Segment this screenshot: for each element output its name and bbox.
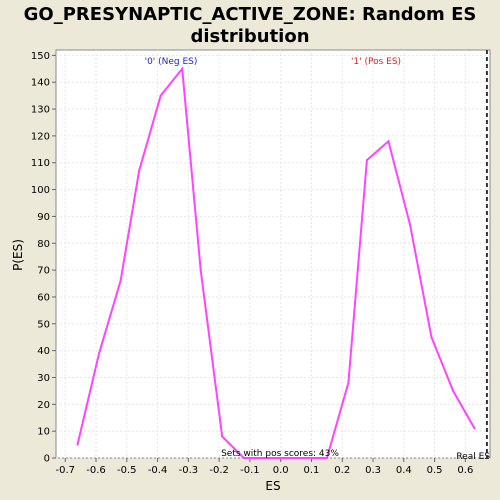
y-tick-label: 30	[37, 373, 50, 384]
x-tick-label: -0.3	[179, 465, 199, 476]
es-data-point	[181, 67, 184, 70]
x-tick-label: 0.0	[273, 465, 289, 476]
es-data-point	[76, 443, 79, 446]
x-axis-ticks: -0.7 -0.6 -0.5 -0.4 -0.3 -0.2 -0.1 0.0 0.1 0.2 0.3…	[55, 458, 473, 476]
x-tick-label: 0.2	[334, 465, 350, 476]
y-tick-label: 70	[37, 266, 50, 277]
es-data-point	[282, 457, 285, 459]
y-tick-label: 60	[37, 292, 50, 303]
es-data-point	[138, 169, 141, 172]
es-data-point	[304, 457, 307, 459]
x-tick-label: 0.4	[396, 465, 412, 476]
y-tick-label: 0	[44, 454, 50, 465]
x-tick-label: -0.2	[209, 465, 229, 476]
y-tick-label: 50	[37, 319, 50, 330]
x-tick-label: 0.3	[365, 465, 381, 476]
x-tick-label: 0.6	[457, 465, 473, 476]
pos-scores-annotation: Sets with pos scores: 43%	[221, 449, 339, 459]
x-tick-label: 0.5	[427, 465, 443, 476]
y-axis-label: P(ES)	[11, 239, 25, 271]
x-tick-label: -0.7	[55, 465, 75, 476]
neg-es-annotation: '0' (Neg ES)	[145, 57, 198, 67]
es-data-point	[408, 223, 411, 226]
chart-title-line-2: distribution	[190, 26, 309, 47]
x-tick-label: -0.6	[86, 465, 106, 476]
es-data-point	[365, 159, 368, 162]
x-axis-label: ES	[265, 479, 280, 493]
y-tick-label: 10	[37, 427, 50, 438]
es-data-point	[264, 457, 267, 459]
y-tick-label: 140	[31, 78, 50, 89]
y-tick-label: 40	[37, 346, 50, 357]
pos-es-annotation: '1' (Pos ES)	[351, 57, 401, 67]
y-tick-label: 20	[37, 400, 50, 411]
x-tick-label: -0.1	[240, 465, 260, 476]
x-tick-label: -0.5	[117, 465, 137, 476]
y-tick-label: 80	[37, 239, 50, 250]
es-data-point	[242, 457, 245, 459]
es-data-point	[221, 435, 224, 438]
es-data-point	[119, 279, 122, 282]
es-data-point	[159, 94, 162, 97]
y-tick-label: 110	[31, 158, 50, 169]
plot-area	[55, 49, 491, 459]
y-tick-label: 90	[37, 212, 50, 223]
y-tick-label: 120	[31, 131, 50, 142]
es-data-point	[325, 457, 328, 459]
x-tick-label: -0.4	[148, 465, 168, 476]
es-distribution-line	[76, 66, 476, 459]
y-tick-label: 150	[31, 51, 50, 62]
es-data-point	[430, 336, 433, 339]
gridlines	[56, 50, 490, 459]
y-tick-label: 130	[31, 105, 50, 116]
es-data-point	[473, 427, 476, 430]
es-data-point	[452, 389, 455, 392]
es-data-point	[387, 140, 390, 143]
series-layer	[76, 66, 476, 459]
y-tick-label: 100	[31, 185, 50, 196]
real-es-annotation: Real ES	[456, 452, 490, 462]
y-axis-ticks: 0 10 20 30 40 50 60 70 80 90 100 110 120 130 140 150	[31, 51, 56, 465]
es-data-point	[199, 269, 202, 272]
chart-title-line-1: GO_PRESYNAPTIC_ACTIVE_ZONE: Random ES	[24, 4, 477, 25]
es-data-point	[347, 381, 350, 384]
x-tick-label: 0.1	[304, 465, 320, 476]
es-data-point	[98, 352, 101, 355]
